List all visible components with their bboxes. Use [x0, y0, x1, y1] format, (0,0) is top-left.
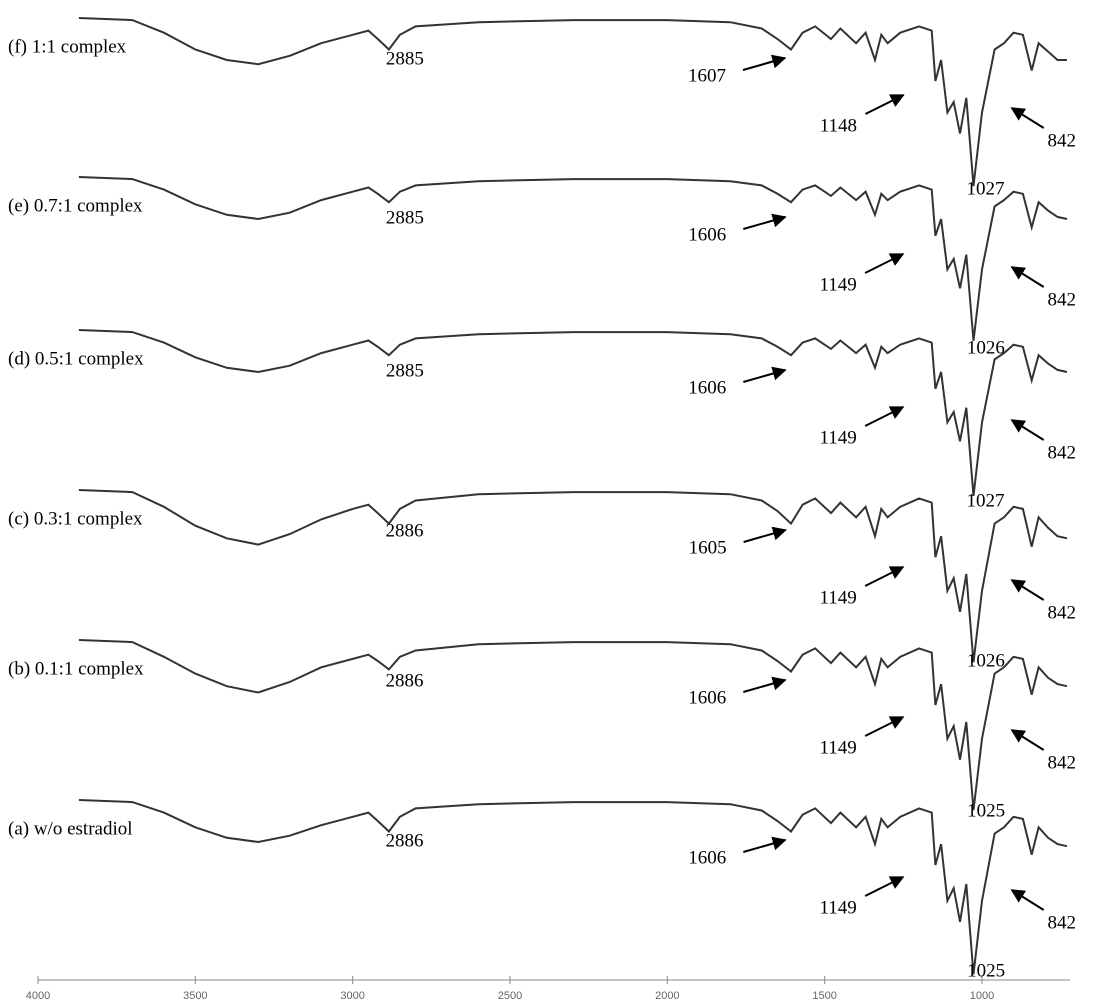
peak-label: 842 [1047, 912, 1076, 933]
peak-arrow [1010, 107, 1045, 129]
peak-arrow [1010, 889, 1045, 911]
peak-label: 1025 [967, 800, 1005, 821]
peak-label: 1149 [819, 897, 856, 918]
peak-arrow [1010, 266, 1045, 288]
peak-label: 1606 [688, 224, 726, 245]
x-tick-label: 2500 [498, 990, 522, 1002]
peak-arrow [864, 94, 905, 115]
peak-arrow [743, 526, 787, 543]
peak-label: 1149 [819, 274, 856, 295]
peak-label: 842 [1047, 752, 1076, 773]
peak-label: 2885 [386, 360, 424, 381]
peak-arrow [742, 54, 787, 71]
spectrum-line [78, 176, 1068, 341]
peak-label: 1148 [820, 115, 857, 136]
peak-label: 1606 [688, 377, 726, 398]
peak-arrow [864, 566, 905, 587]
peak-arrow [864, 876, 905, 897]
peak-label: 2885 [386, 48, 424, 69]
peak-label: 1026 [967, 650, 1005, 671]
peak-arrow [864, 716, 905, 737]
peak-arrow [864, 253, 905, 274]
peak-label: 1149 [819, 587, 856, 608]
peak-arrow [864, 406, 905, 427]
peak-label: 1149 [819, 737, 856, 758]
peak-label: 842 [1047, 602, 1076, 623]
x-tick-label: 2000 [655, 990, 679, 1002]
peak-label: 2886 [386, 670, 424, 691]
peak-label: 1025 [967, 960, 1005, 981]
peak-arrow [1010, 579, 1045, 601]
peak-label: 1026 [967, 337, 1005, 358]
x-tick-label: 3500 [183, 990, 207, 1002]
spectrum-line [78, 489, 1068, 663]
peak-label: 2886 [386, 520, 424, 541]
peak-label: 1607 [688, 65, 726, 86]
series-label: (b) 0.1:1 complex [8, 658, 144, 679]
peak-arrow [743, 836, 787, 853]
spectrum-line [78, 639, 1068, 811]
peak-label: 842 [1047, 130, 1076, 151]
series-label: (c) 0.3:1 complex [8, 508, 143, 529]
peak-arrow [1010, 729, 1045, 751]
spectrum-line [78, 17, 1067, 187]
peak-label: 1606 [688, 847, 726, 868]
peak-label: 1027 [967, 178, 1005, 199]
spectrum-line [78, 799, 1068, 975]
peak-label: 1605 [689, 537, 727, 558]
x-tick-label: 4000 [26, 990, 50, 1002]
peak-label: 842 [1047, 289, 1076, 310]
spectrum-line [78, 329, 1068, 497]
peak-label: 1027 [967, 490, 1005, 511]
series-label: (f) 1:1 complex [8, 36, 127, 57]
peak-label: 2885 [386, 207, 424, 228]
x-tick-label: 1000 [970, 990, 994, 1002]
series-label: (d) 0.5:1 complex [8, 348, 144, 369]
peak-label: 2886 [386, 830, 424, 851]
peak-arrow [743, 676, 787, 693]
peak-arrow [1010, 419, 1045, 441]
peak-label: 842 [1047, 442, 1076, 463]
peak-arrow [743, 366, 787, 383]
peak-label: 1149 [819, 427, 856, 448]
series-label: (e) 0.7:1 complex [8, 195, 143, 216]
peak-arrow [743, 213, 787, 230]
x-tick-label: 3000 [340, 990, 364, 1002]
peak-label: 1606 [688, 687, 726, 708]
series-label: (a) w/o estradiol [8, 818, 133, 839]
x-tick-label: 1500 [812, 990, 836, 1002]
